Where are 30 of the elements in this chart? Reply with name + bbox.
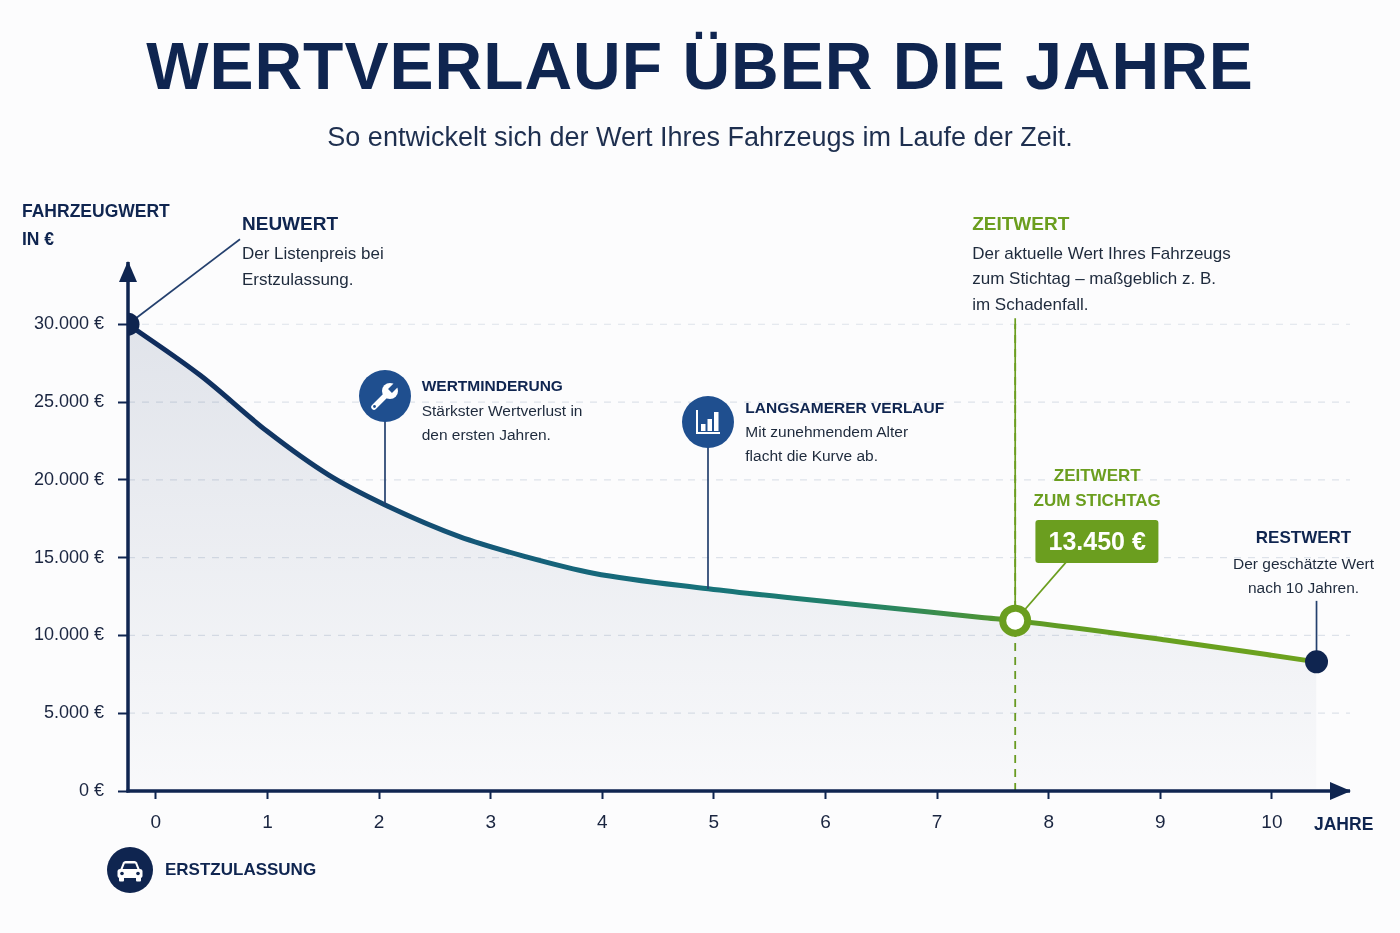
x-tick-label: 10 <box>1261 810 1283 832</box>
x-tick-label: 9 <box>1154 810 1166 832</box>
text: ERSTZULASSUNG <box>165 859 317 881</box>
chart-title: WERTVERLAUF ÜBER DIE JAHRE <box>145 29 1255 103</box>
x-tick-label: 2 <box>373 810 385 832</box>
x-axis-title: JAHRE <box>1314 813 1374 835</box>
chart-subtitle: So entwickelt sich der Wert Ihres Fahrzeugs im Laufe der Zeit. <box>326 121 1074 154</box>
y-tick-label: 30.000 € <box>33 313 104 334</box>
annotation: NEUWERT Der Listenpreis bei Erstzulassung. <box>242 212 384 292</box>
x-tick-label: 7 <box>931 810 943 832</box>
annotation: ZEITWERT ZUM STICHTAG 13.450 € <box>1033 464 1161 557</box>
annotation: WERTMINDERUNG Stärkster Wertverlust in den ersten Jahren. <box>421 375 583 445</box>
point <box>999 604 1032 637</box>
y-tick-label: 15.000 € <box>33 546 104 567</box>
x-tick-label: 8 <box>1043 810 1054 832</box>
annotation: ZEITWERT Der aktuelle Wert Ihres Fahrzeugs zum Stichtag – maßgeblich z. B. im Schadenfall. <box>972 211 1231 316</box>
y-tick-label: 5.000 € <box>43 702 104 723</box>
x-tick-label: 0 <box>150 810 162 832</box>
x-tick-label: 3 <box>485 810 496 832</box>
y-tick-label: 25.000 € <box>33 391 104 411</box>
y-tick-label: 20.000 € <box>33 468 104 489</box>
x-tick-label: 5 <box>708 810 720 832</box>
y-tick-label: 0 € <box>78 779 104 800</box>
x-tick-label: 1 <box>262 810 273 832</box>
x-tick-label: 4 <box>597 810 608 832</box>
y-tick-label: 10.000 € <box>33 624 104 645</box>
annotation: RESTWERT Der geschätzte Wert nach 10 Jahren. <box>1233 526 1375 598</box>
y-axis-title: FAHRZEUGWERT IN € <box>22 200 170 251</box>
annotation: LANGSAMERER VERLAUF Mit zunehmendem Alter flacht die Kurve ab. <box>745 397 945 466</box>
x-tick-label: 6 <box>820 810 831 832</box>
